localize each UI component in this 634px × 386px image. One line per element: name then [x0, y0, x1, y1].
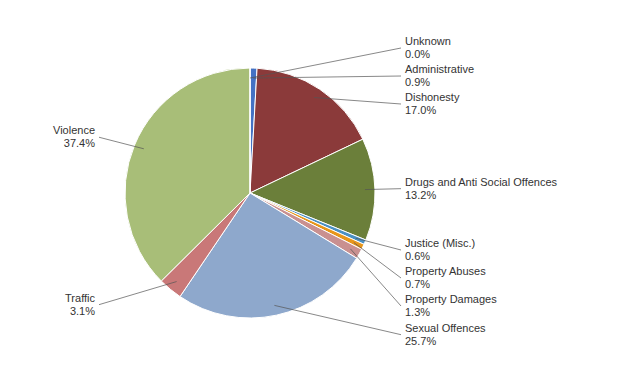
leader-line — [250, 48, 401, 78]
slice-label: Administrative0.9% — [405, 63, 474, 88]
value-label: 0.0% — [405, 48, 430, 60]
pie-slice — [125, 68, 250, 281]
slice-label: Violence37.4% — [53, 124, 95, 149]
value-label: 0.9% — [405, 76, 430, 88]
category-label: Sexual Offences — [405, 322, 486, 334]
leader-line — [356, 238, 401, 250]
category-label: Drugs and Anti Social Offences — [405, 176, 558, 188]
value-label: 17.0% — [405, 104, 436, 116]
value-label: 0.7% — [405, 278, 430, 290]
category-label: Traffic — [65, 292, 95, 304]
slice-label: Drugs and Anti Social Offences13.2% — [405, 176, 558, 201]
leader-line — [99, 282, 177, 305]
slice-label: Traffic3.1% — [65, 292, 95, 317]
leader-line — [350, 249, 401, 306]
slice-label: Property Abuses0.7% — [405, 265, 486, 290]
category-label: Justice (Misc.) — [405, 237, 475, 249]
value-label: 3.1% — [70, 305, 95, 317]
leader-line — [365, 188, 401, 190]
pie-slice — [250, 68, 251, 193]
value-label: 13.2% — [405, 189, 436, 201]
slice-label: Sexual Offences25.7% — [405, 322, 486, 347]
pie — [125, 68, 375, 318]
category-label: Property Damages — [405, 293, 497, 305]
category-label: Unknown — [405, 35, 451, 47]
labels: Administrative0.9% Dishonesty17.0% Drugs a… — [53, 35, 558, 347]
slice-label: Justice (Misc.)0.6% — [405, 237, 475, 262]
leader-line — [253, 76, 401, 78]
value-label: 25.7% — [405, 335, 436, 347]
category-label: Property Abuses — [405, 265, 486, 277]
leader-line — [314, 98, 401, 104]
slice-label: Unknown0.0% — [405, 35, 451, 60]
slice-label: Dishonesty17.0% — [405, 91, 460, 116]
leader-line — [99, 137, 144, 149]
value-label: 1.3% — [405, 306, 430, 318]
leader-line — [274, 305, 401, 334]
value-label: 37.4% — [64, 137, 95, 149]
category-label: Violence — [53, 124, 95, 136]
chart: Administrative0.9% Dishonesty17.0% Drugs a… — [0, 0, 634, 386]
category-label: Dishonesty — [405, 91, 460, 103]
category-label: Administrative — [405, 63, 474, 75]
slice-label: Property Damages1.3% — [405, 293, 497, 318]
value-label: 0.6% — [405, 250, 430, 262]
